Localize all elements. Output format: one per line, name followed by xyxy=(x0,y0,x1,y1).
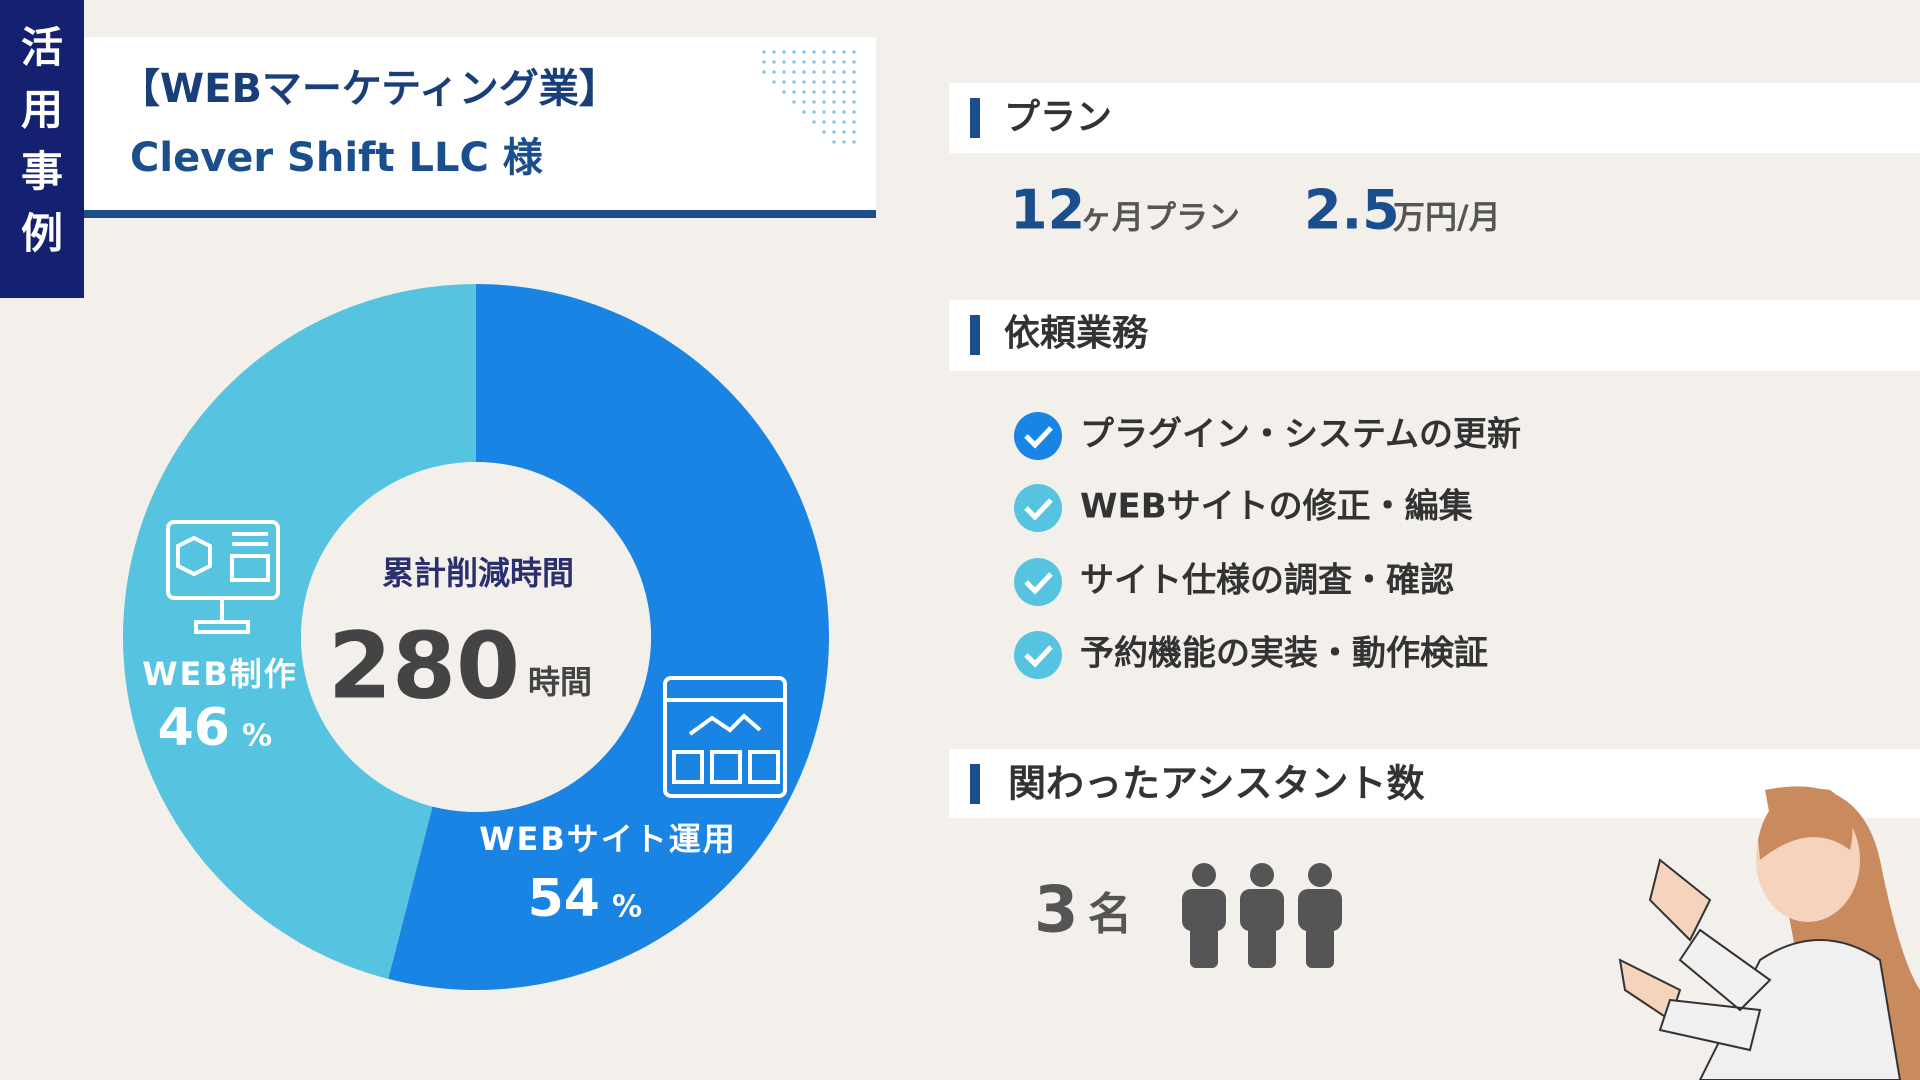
check-mark xyxy=(1024,426,1053,449)
donut-hole xyxy=(301,462,651,812)
task-item: WEBサイトの修正・編集 xyxy=(1080,487,1473,527)
section-band xyxy=(949,749,1920,818)
header-title: 【WEBマーケティング業】 xyxy=(120,66,619,112)
slice-label: WEB制作 xyxy=(142,655,298,693)
header-bar xyxy=(84,210,876,218)
task-list: プラグイン・システムの更新 WEBサイトの修正・編集サイト仕様の調査・確認予約機能… xyxy=(1014,412,1521,679)
donut-chart xyxy=(123,284,829,991)
plan-term: 12 xyxy=(1010,179,1085,242)
check-mark xyxy=(1024,645,1053,668)
section-heading: 依頼業務 xyxy=(1004,313,1149,354)
section-heading: 関わったアシスタント数 xyxy=(1008,762,1424,806)
slice-label: WEBサイト運用 xyxy=(479,820,737,858)
design-icon xyxy=(166,520,280,634)
total-value: 280 xyxy=(328,612,520,719)
check-icon xyxy=(1014,412,1062,460)
section-heading: プラン xyxy=(1004,97,1112,138)
woman-illustration xyxy=(1618,786,1920,1080)
section-band xyxy=(949,300,1920,371)
check-icon xyxy=(1014,484,1062,532)
plan-term-unit: ヶ月プラン xyxy=(1080,198,1240,236)
slice-value: 46 xyxy=(158,698,230,758)
slice-unit: % xyxy=(242,719,272,754)
badge xyxy=(0,0,84,298)
section-marker xyxy=(970,764,980,804)
task-item: 予約機能の実装・動作検証 xyxy=(1080,634,1488,674)
chart-title: 累計削減時間 xyxy=(382,554,574,592)
slice-value: 54 xyxy=(528,869,600,929)
donut-slice xyxy=(123,284,476,979)
task-item: プラグイン・システムの更新 xyxy=(1080,415,1521,455)
header-box xyxy=(84,37,876,212)
badge-text: 活用事例 xyxy=(21,23,63,258)
person-icons xyxy=(1182,863,1342,968)
section-band xyxy=(949,83,1920,153)
dot-pattern xyxy=(762,50,856,144)
donut-slice xyxy=(388,284,829,991)
total-unit: 時間 xyxy=(528,663,592,701)
web-icon xyxy=(663,676,787,798)
check-icon xyxy=(1014,631,1062,679)
check-mark xyxy=(1024,498,1053,521)
slice-unit: % xyxy=(612,890,642,925)
plan-price-unit: 万円/月 xyxy=(1393,198,1501,236)
check-icon xyxy=(1014,558,1062,606)
assistant-count: 3 xyxy=(1034,874,1079,948)
header-subtitle: Clever Shift LLC 様 xyxy=(130,135,544,181)
check-mark xyxy=(1024,572,1053,595)
task-item: サイト仕様の調査・確認 xyxy=(1080,561,1454,601)
assistant-unit: 名 xyxy=(1088,889,1132,940)
section-marker xyxy=(970,315,980,355)
plan-price: 2.5 xyxy=(1304,179,1400,242)
section-marker xyxy=(970,98,980,138)
